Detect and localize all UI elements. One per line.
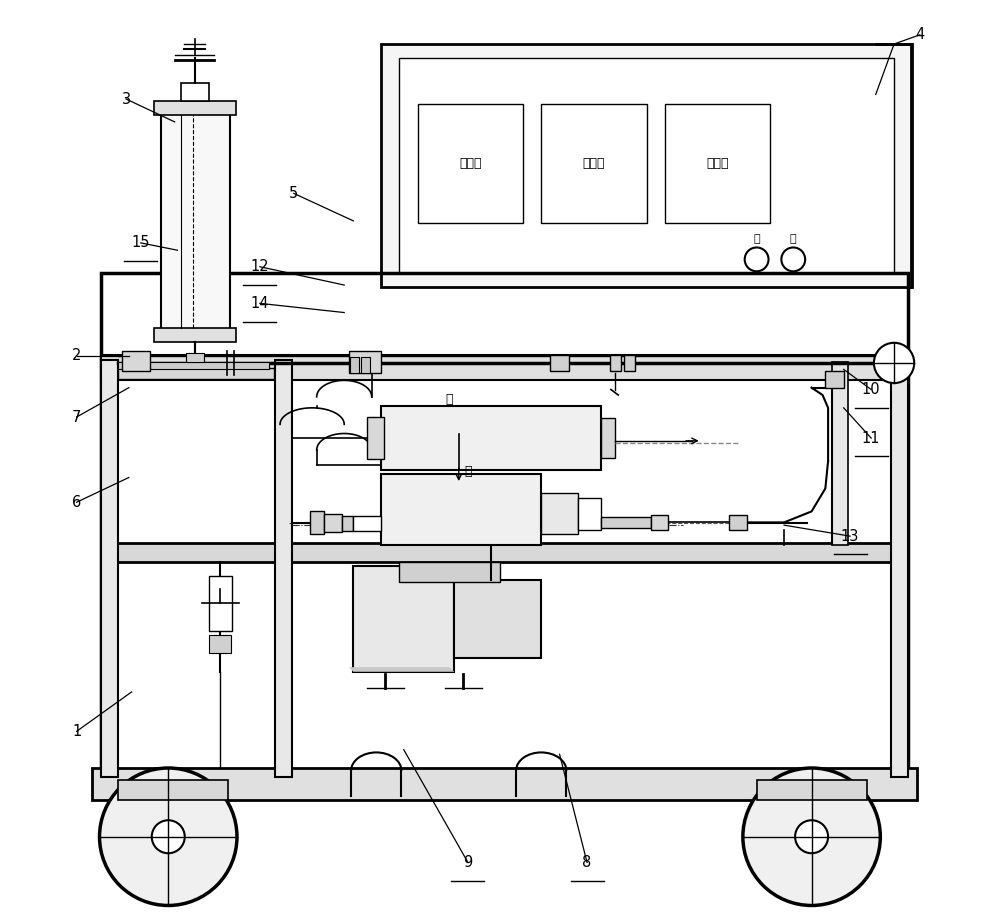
Text: 5: 5 bbox=[289, 186, 298, 201]
Circle shape bbox=[743, 768, 880, 905]
Bar bbox=[550, 355, 569, 372]
Bar bbox=[757, 780, 867, 800]
Bar bbox=[418, 103, 523, 223]
Text: 12: 12 bbox=[251, 259, 269, 274]
Bar bbox=[154, 328, 236, 342]
Circle shape bbox=[795, 821, 828, 853]
Bar bbox=[349, 351, 381, 373]
Text: 2: 2 bbox=[72, 349, 81, 363]
Circle shape bbox=[781, 247, 805, 271]
Bar bbox=[118, 362, 269, 370]
Bar bbox=[161, 112, 230, 333]
Bar bbox=[353, 566, 454, 672]
Circle shape bbox=[874, 343, 914, 384]
Bar bbox=[381, 406, 601, 470]
Bar bbox=[122, 351, 150, 372]
Bar bbox=[101, 543, 908, 561]
Bar bbox=[101, 355, 908, 381]
Bar bbox=[832, 362, 848, 545]
Text: 4: 4 bbox=[915, 28, 924, 42]
Text: 开: 开 bbox=[753, 234, 760, 244]
Text: 11: 11 bbox=[862, 431, 880, 445]
Text: 水: 水 bbox=[446, 393, 453, 406]
Bar bbox=[181, 82, 209, 100]
Bar bbox=[399, 561, 500, 582]
Bar bbox=[399, 58, 894, 273]
Bar bbox=[342, 516, 353, 531]
Bar bbox=[92, 768, 917, 800]
Bar bbox=[350, 357, 359, 373]
Bar bbox=[610, 355, 621, 372]
Circle shape bbox=[152, 821, 185, 853]
Bar bbox=[651, 515, 668, 530]
Bar bbox=[361, 357, 370, 373]
Bar bbox=[118, 368, 274, 379]
Text: 7: 7 bbox=[72, 409, 81, 424]
Bar bbox=[601, 418, 615, 458]
Bar bbox=[624, 355, 635, 372]
Text: 关: 关 bbox=[790, 234, 797, 244]
Circle shape bbox=[745, 247, 769, 271]
Bar bbox=[541, 103, 647, 223]
Text: 1: 1 bbox=[72, 724, 81, 739]
Bar bbox=[101, 273, 908, 782]
Bar bbox=[381, 474, 541, 545]
Bar bbox=[381, 44, 912, 287]
Text: 9: 9 bbox=[463, 855, 473, 869]
Bar bbox=[541, 493, 578, 535]
Bar bbox=[324, 514, 342, 533]
Text: 10: 10 bbox=[862, 382, 880, 397]
Polygon shape bbox=[349, 668, 454, 672]
Text: 15: 15 bbox=[132, 235, 150, 251]
Text: 6: 6 bbox=[72, 495, 81, 510]
Bar bbox=[825, 372, 844, 387]
Bar bbox=[578, 498, 601, 530]
Circle shape bbox=[100, 768, 237, 905]
Bar bbox=[891, 361, 908, 777]
Bar bbox=[186, 353, 204, 362]
Bar bbox=[601, 517, 651, 528]
Bar bbox=[367, 417, 384, 459]
Text: 13: 13 bbox=[841, 528, 859, 544]
Bar bbox=[101, 361, 118, 777]
Bar bbox=[310, 512, 324, 535]
Bar bbox=[454, 580, 541, 658]
Bar bbox=[209, 575, 232, 631]
Text: 流量表: 流量表 bbox=[706, 157, 729, 170]
Bar bbox=[154, 100, 236, 114]
Bar bbox=[665, 103, 770, 223]
Text: 3: 3 bbox=[122, 91, 131, 107]
Bar bbox=[353, 516, 381, 531]
Text: 温度表: 温度表 bbox=[459, 157, 481, 170]
Bar bbox=[275, 361, 292, 777]
Text: 水: 水 bbox=[464, 466, 472, 479]
Text: 压力表: 压力表 bbox=[583, 157, 605, 170]
Bar bbox=[209, 635, 231, 654]
Bar bbox=[118, 780, 228, 800]
Text: 14: 14 bbox=[251, 296, 269, 311]
Bar bbox=[729, 515, 747, 530]
Text: 8: 8 bbox=[582, 855, 592, 869]
